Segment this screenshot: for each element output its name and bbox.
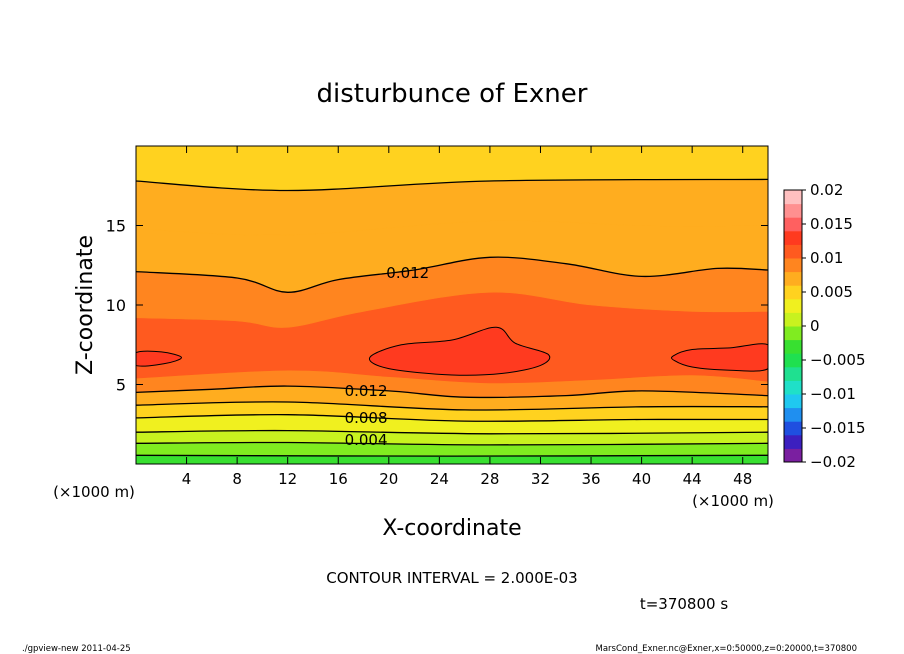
colorbar-swatch — [784, 258, 802, 273]
colorbar-label: 0.02 — [810, 181, 843, 199]
x-tick-label: 8 — [232, 470, 242, 488]
x-unit-left: (×1000 m) — [53, 483, 135, 501]
x-tick-label: 16 — [329, 470, 348, 488]
x-tick-label: 40 — [632, 470, 651, 488]
colorbar-swatch — [784, 230, 802, 245]
colorbar-swatch — [784, 203, 802, 218]
contour-line — [136, 454, 768, 457]
footer-left: ./gpview-new 2011-04-25 — [22, 644, 131, 654]
colorbar-label: 0.015 — [810, 215, 853, 233]
y-axis-ticks: 5 10 15 — [106, 217, 768, 395]
colorbar-label: −0.01 — [810, 385, 856, 403]
colorbar-swatch — [784, 285, 802, 300]
contour-line — [136, 178, 768, 192]
x-tick-label: 20 — [379, 470, 398, 488]
chart-title: disturbunce of Exner — [317, 79, 588, 109]
contour-line — [136, 385, 768, 399]
y-tick-label: 5 — [116, 376, 126, 395]
contour-label: 0.008 — [345, 409, 388, 427]
x-axis-ticks: 4 8 12 16 20 24 28 32 36 40 44 48 — [182, 146, 752, 488]
colorbar-swatch — [784, 366, 802, 381]
colorbar-swatch — [784, 217, 802, 232]
contour-line — [136, 429, 768, 435]
footer-right: MarsCond_Exner.nc@Exner,x=0:50000,z=0:20… — [595, 644, 857, 654]
colorbar-swatch — [784, 244, 802, 259]
y-axis-label: Z-coordinate — [73, 235, 98, 375]
x-tick-label: 28 — [480, 470, 499, 488]
contour-closed-region — [670, 343, 768, 372]
colorbar-swatch — [784, 298, 802, 313]
colorbar-swatch — [784, 421, 802, 436]
x-tick-label: 36 — [581, 470, 600, 488]
colorbar-label: 0.005 — [810, 283, 853, 301]
x-tick-label: 44 — [683, 470, 702, 488]
x-tick-label: 48 — [733, 470, 752, 488]
colorbar-swatch — [784, 407, 802, 422]
y-tick-label: 15 — [106, 217, 126, 236]
colorbar: 0.02 0.015 0.01 0.005 0 −0.005 −0.01 −0.015 −0.0… — [783, 181, 866, 471]
colorbar-label: 0.01 — [810, 249, 843, 267]
colorbar-swatch — [784, 448, 802, 463]
contour-label: 0.012 — [345, 382, 388, 400]
colorbar-swatch — [784, 339, 802, 354]
colorbar-label: −0.02 — [810, 453, 856, 471]
colorbar-label: 0 — [810, 317, 820, 335]
x-tick-label: 12 — [278, 470, 297, 488]
colorbar-swatch — [784, 353, 802, 368]
contour-interval-text: CONTOUR INTERVAL = 2.000E-03 — [326, 569, 577, 587]
colorbar-swatch — [784, 190, 802, 205]
x-tick-label: 24 — [430, 470, 449, 488]
contour-line — [136, 256, 768, 293]
x-axis-label: X-coordinate — [382, 516, 521, 541]
colorbar-swatch — [784, 271, 802, 286]
x-tick-label: 32 — [531, 470, 550, 488]
contour-plot-area: 0.012 0.012 0.008 0.004 — [136, 146, 768, 464]
colorbar-swatch — [784, 394, 802, 409]
contour-line — [136, 441, 768, 446]
time-text: t=370800 s — [640, 595, 728, 613]
x-unit-right: (×1000 m) — [692, 492, 774, 510]
colorbar-swatch — [784, 434, 802, 449]
colorbar-swatch — [784, 380, 802, 395]
contour-label: 0.004 — [345, 431, 388, 449]
contour-closed-region — [136, 350, 182, 367]
colorbar-label: −0.005 — [810, 351, 866, 369]
contour-line — [136, 413, 768, 422]
y-tick-label: 10 — [106, 296, 126, 315]
x-tick-label: 4 — [182, 470, 192, 488]
contour-closed-region — [368, 326, 551, 376]
contour-label: 0.012 — [386, 264, 429, 282]
colorbar-label: −0.015 — [810, 419, 866, 437]
colorbar-swatch — [784, 326, 802, 341]
colorbar-swatch — [784, 312, 802, 327]
contour-line — [136, 401, 768, 411]
